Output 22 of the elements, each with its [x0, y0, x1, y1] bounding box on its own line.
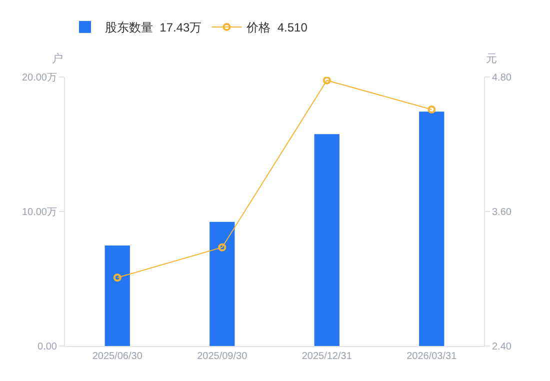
- bar: [419, 112, 444, 346]
- y2-tick-label: 4.80: [492, 72, 512, 84]
- point: [428, 106, 436, 114]
- point: [113, 274, 122, 282]
- point: [322, 77, 331, 84]
- bar: [104, 246, 130, 346]
- y-tick-label: 10.00万: [22, 207, 57, 218]
- y2-axis-title: 元: [486, 53, 497, 65]
- x-tick-label: 2025/12/31: [302, 351, 352, 362]
- x-tick-label: 2025/09/30: [197, 351, 248, 362]
- x-tick-label: 2026/03/31: [406, 351, 458, 362]
- x-tick-label: 2025/06/30: [92, 351, 143, 362]
- legend-label: 价格 4.510: [246, 20, 308, 35]
- legend-label: 股东数量 17.43万: [105, 20, 202, 35]
- y-axis-title: 户: [52, 52, 63, 65]
- y2-tick-label: 2.40: [492, 342, 512, 352]
- y-tick-label: 20.00万: [22, 72, 57, 84]
- bar: [314, 134, 340, 346]
- y-tick-label: 0.00: [38, 342, 58, 352]
- point: [218, 243, 226, 252]
- y2-tick-label: 3.60: [492, 207, 512, 218]
- bar: [210, 222, 235, 346]
